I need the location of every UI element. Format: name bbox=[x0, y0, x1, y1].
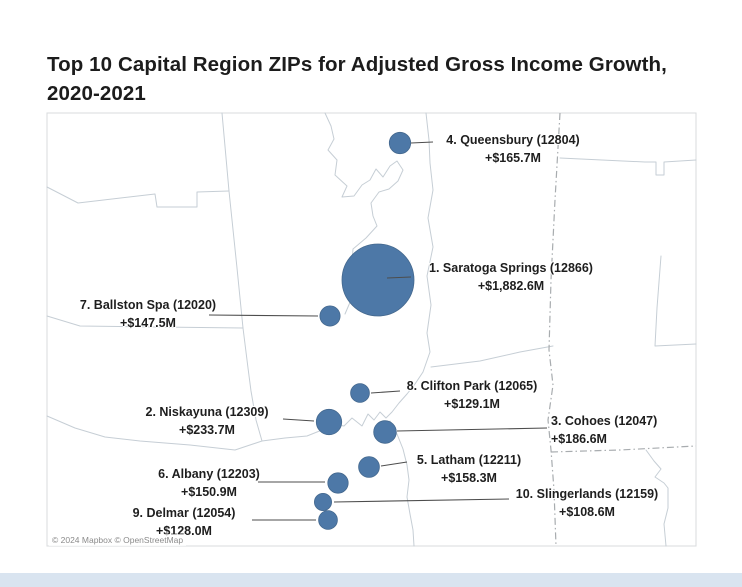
river-line bbox=[46, 371, 424, 451]
bubble-latham[interactable] bbox=[358, 456, 380, 478]
county-line bbox=[46, 315, 244, 329]
county-line bbox=[324, 112, 404, 315]
leader-line-niskayuna bbox=[282, 418, 315, 422]
state-boundary-lines bbox=[547, 112, 697, 547]
county-line bbox=[430, 345, 554, 368]
river-line bbox=[422, 112, 434, 373]
bubble-slingerlands[interactable] bbox=[313, 492, 332, 511]
county-line bbox=[654, 255, 697, 347]
leader-line-cohoes bbox=[396, 427, 548, 432]
bubble-clifton-park[interactable] bbox=[350, 383, 370, 403]
bubble-niskayuna[interactable] bbox=[315, 408, 343, 436]
leader-line-latham bbox=[380, 461, 408, 467]
bubble-saratoga-springs[interactable] bbox=[341, 243, 415, 317]
map-attribution[interactable]: © 2024 Mapbox © OpenStreetMap bbox=[49, 534, 187, 546]
state-line bbox=[550, 445, 697, 453]
bubble-albany[interactable] bbox=[327, 472, 349, 494]
county-boundary-lines bbox=[46, 112, 697, 547]
county-line bbox=[645, 449, 669, 547]
bubble-delmar[interactable] bbox=[318, 510, 338, 530]
bubble-cohoes[interactable] bbox=[373, 420, 397, 444]
bubble-ballston-spa[interactable] bbox=[319, 305, 341, 327]
leader-line-queensbury bbox=[410, 141, 434, 144]
footer-strip bbox=[0, 573, 742, 587]
leader-line-ballston-spa bbox=[208, 314, 319, 317]
leader-line-slingerlands bbox=[333, 498, 510, 503]
county-line bbox=[559, 157, 697, 176]
page-title: Top 10 Capital Region ZIPs for Adjusted … bbox=[47, 53, 667, 105]
county-line bbox=[46, 186, 230, 208]
county-line bbox=[221, 112, 263, 442]
leader-line-saratoga-springs bbox=[386, 276, 412, 279]
bubble-layer bbox=[313, 131, 415, 530]
leader-line-layer bbox=[208, 141, 548, 521]
river-line bbox=[389, 420, 415, 547]
leader-line-clifton-park bbox=[370, 390, 401, 394]
bubble-queensbury[interactable] bbox=[388, 131, 412, 155]
state-line bbox=[547, 112, 561, 547]
